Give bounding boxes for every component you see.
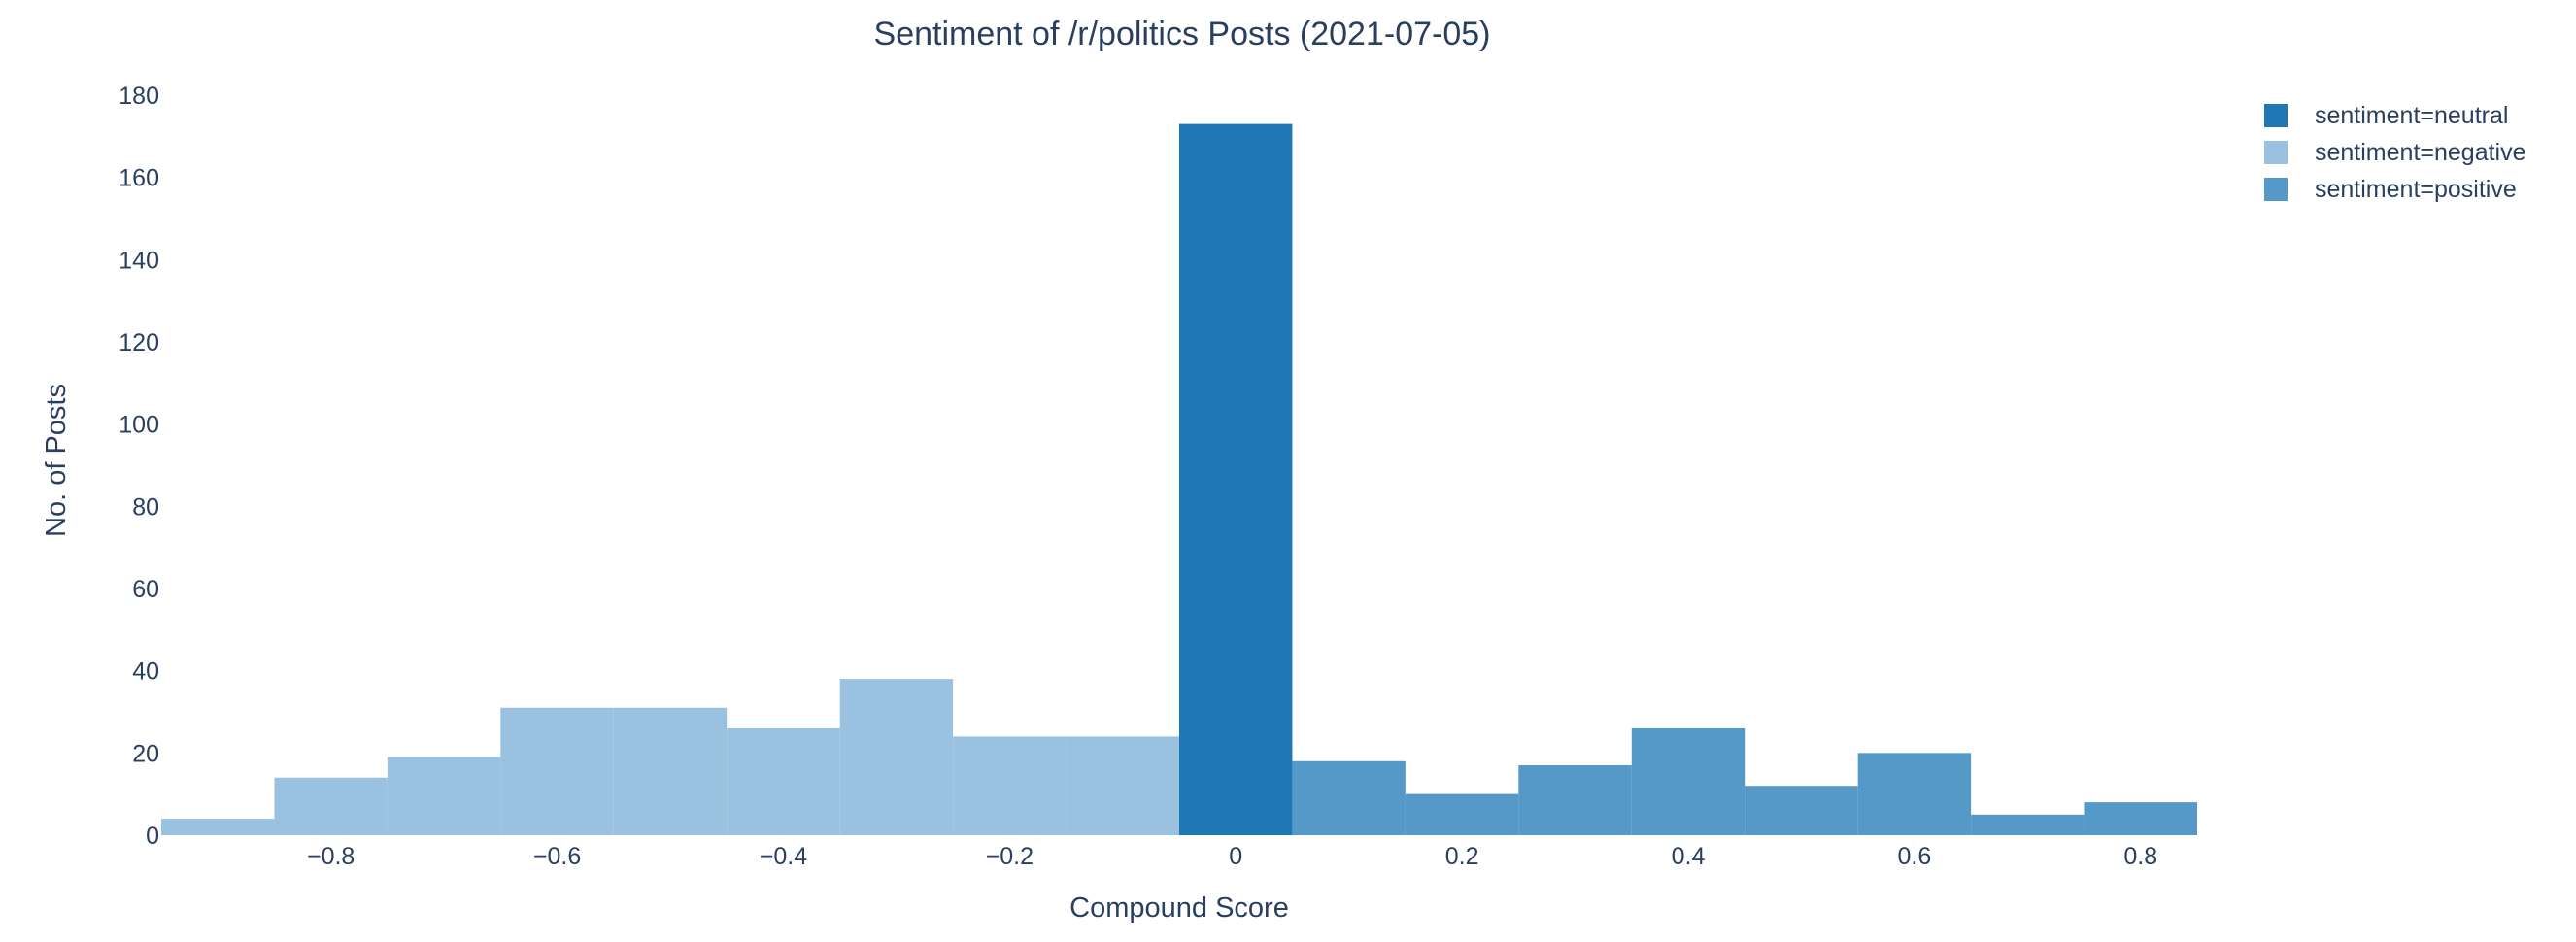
y-tick-label: 0 (146, 823, 159, 850)
x-tick-label: 0.8 (2123, 843, 2157, 870)
bar-negative-3 (500, 707, 614, 835)
bar-neutral-0 (1179, 123, 1293, 835)
legend-item-neutral[interactable]: sentiment=neutral (2264, 102, 2508, 129)
x-axis-title: Compound Score (1069, 892, 1289, 924)
bar-positive-5 (1857, 753, 1972, 835)
bar-negative-7 (953, 736, 1067, 835)
legend-label: sentiment=negative (2315, 139, 2526, 166)
bars-layer (161, 123, 2197, 835)
y-tick-label: 180 (119, 83, 159, 110)
bar-negative-0 (161, 819, 275, 835)
bar-negative-1 (274, 777, 388, 835)
y-axis-ticks: 0 20 40 60 80 100 120 140 160 180 (119, 83, 159, 850)
chart-title: Sentiment of /r/politics Posts (2021-07-… (874, 16, 1491, 52)
bar-positive-4 (1745, 786, 1858, 835)
legend-swatch (2264, 178, 2288, 201)
x-tick-label: −0.4 (760, 843, 807, 870)
x-tick-label: 0.4 (1672, 843, 1706, 870)
bar-positive-2 (1518, 765, 1632, 835)
y-tick-label: 40 (132, 658, 159, 686)
bar-positive-6 (1971, 814, 2085, 835)
bar-negative-8 (1066, 736, 1179, 835)
bar-negative-4 (613, 707, 728, 835)
legend-label: sentiment=positive (2315, 176, 2517, 203)
bar-positive-7 (2084, 802, 2197, 835)
bar-positive-0 (1292, 760, 1406, 835)
legend-swatch (2264, 141, 2288, 164)
legend: sentiment=neutral sentiment=negative senti… (2264, 102, 2526, 203)
bar-positive-3 (1631, 727, 1746, 835)
legend-item-positive[interactable]: sentiment=positive (2264, 176, 2517, 203)
x-tick-label: −0.2 (986, 843, 1034, 870)
bar-negative-2 (387, 757, 501, 835)
x-tick-label: −0.8 (307, 843, 355, 870)
y-axis-title: No. of Posts (41, 384, 72, 537)
legend-swatch (2264, 104, 2288, 127)
legend-item-negative[interactable]: sentiment=negative (2264, 139, 2526, 166)
x-axis-ticks: −0.8 −0.6 −0.4 −0.2 0 0.2 0.4 0.6 0.8 (307, 843, 2157, 870)
y-tick-label: 60 (132, 576, 159, 603)
x-tick-label: 0.6 (1898, 843, 1932, 870)
legend-label: sentiment=neutral (2315, 102, 2508, 129)
y-tick-label: 100 (119, 412, 159, 439)
x-tick-label: 0 (1229, 843, 1242, 870)
x-tick-label: 0.2 (1445, 843, 1479, 870)
y-tick-label: 80 (132, 493, 159, 521)
x-tick-label: −0.6 (533, 843, 581, 870)
y-tick-label: 120 (119, 329, 159, 356)
bar-negative-5 (727, 727, 840, 835)
bar-negative-6 (839, 679, 954, 835)
y-tick-label: 140 (119, 247, 159, 274)
y-tick-label: 20 (132, 740, 159, 767)
bar-positive-1 (1405, 793, 1519, 835)
y-tick-label: 160 (119, 165, 159, 192)
